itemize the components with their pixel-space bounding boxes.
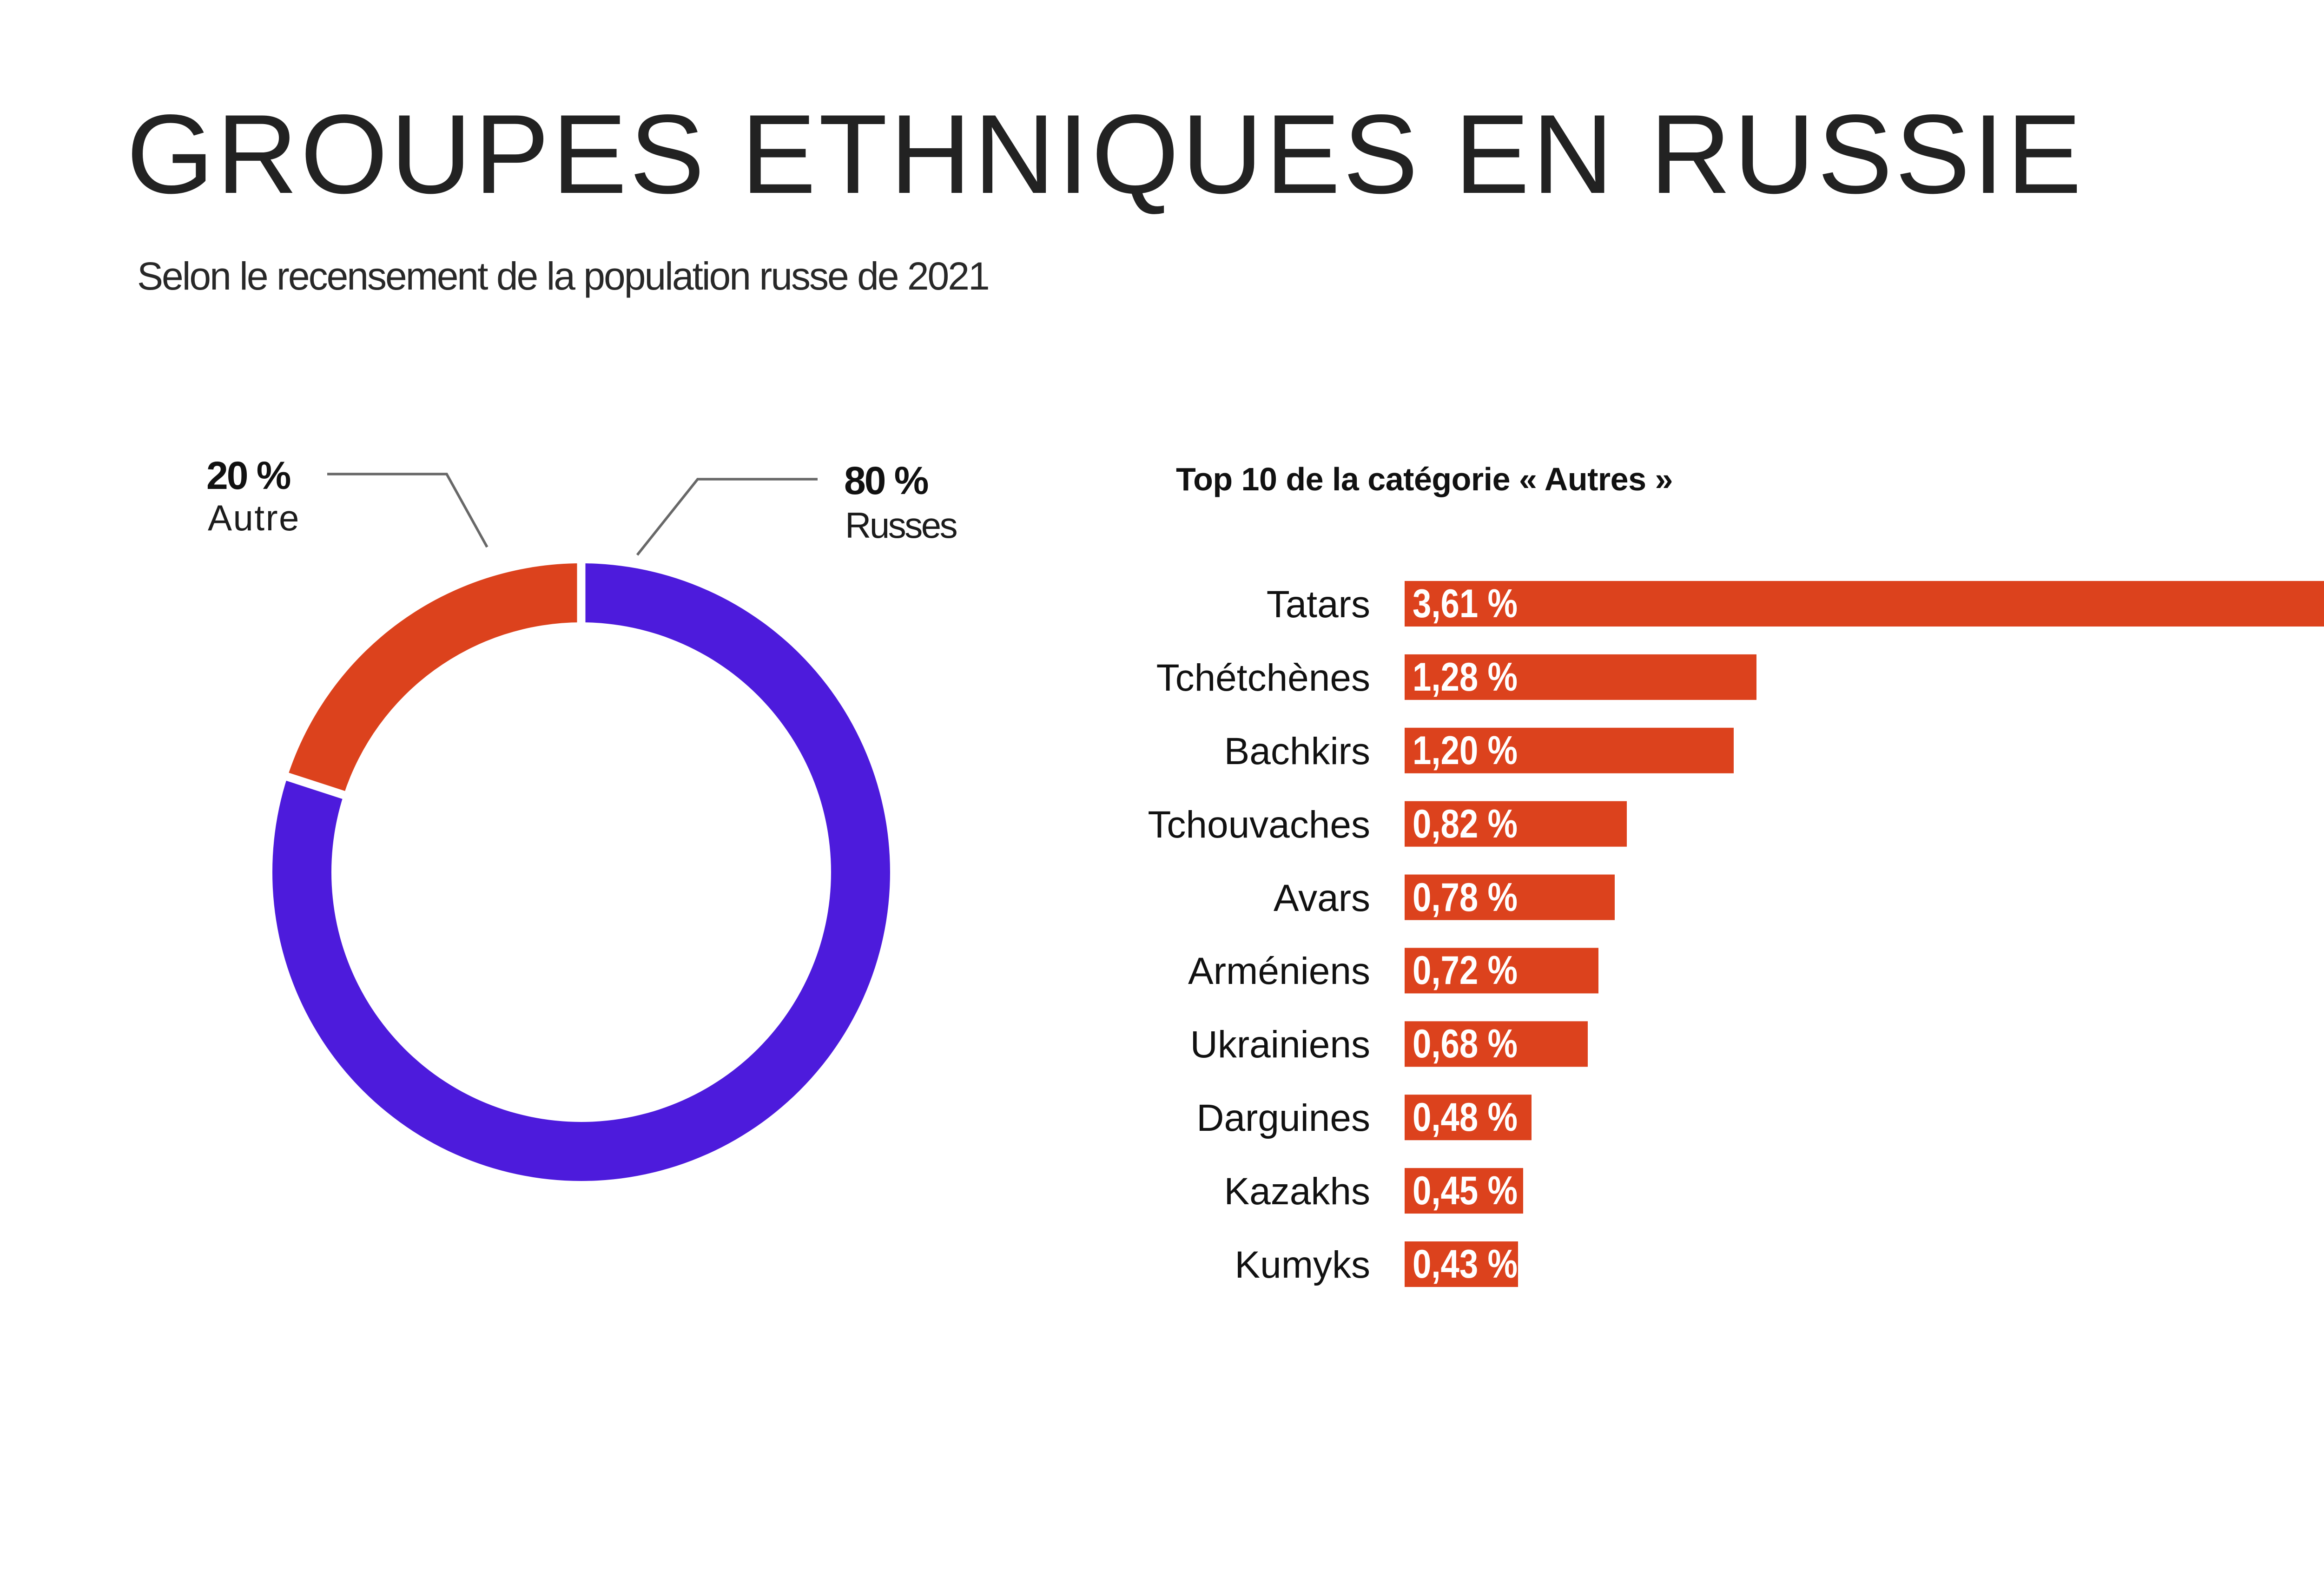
svg-text:0,82 %: 0,82 % [1413, 802, 1518, 846]
svg-text:3,61 %: 3,61 % [1413, 581, 1518, 626]
svg-text:0,72 %: 0,72 % [1413, 948, 1518, 993]
svg-text:1,28 %: 1,28 % [1413, 655, 1518, 699]
svg-text:Tchouvaches: Tchouvaches [1148, 804, 1370, 846]
svg-text:0,78 %: 0,78 % [1413, 875, 1518, 920]
svg-text:Autre: Autre [208, 497, 300, 538]
svg-text:20 %: 20 % [206, 454, 290, 497]
svg-text:0,48 %: 0,48 % [1413, 1095, 1518, 1140]
svg-text:Kumyks: Kumyks [1235, 1244, 1370, 1286]
svg-text:Ukrainiens: Ukrainiens [1190, 1023, 1370, 1066]
svg-text:Selon le recensement de la pop: Selon le recensement de la population ru… [137, 254, 989, 298]
svg-text:Kazakhs: Kazakhs [1224, 1170, 1370, 1213]
svg-text:0,68 %: 0,68 % [1413, 1022, 1518, 1066]
svg-text:0,43 %: 0,43 % [1413, 1242, 1518, 1287]
svg-text:1,20 %: 1,20 % [1413, 728, 1518, 773]
svg-text:Tatars: Tatars [1267, 583, 1370, 626]
svg-text:Arméniens: Arméniens [1188, 950, 1370, 992]
svg-text:80 %: 80 % [844, 459, 928, 502]
svg-text:Darguines: Darguines [1196, 1097, 1370, 1139]
svg-text:0,45 %: 0,45 % [1413, 1168, 1518, 1213]
svg-text:Top 10 de la catégorie « Autre: Top 10 de la catégorie « Autres » [1176, 461, 1673, 497]
svg-text:Bachkirs: Bachkirs [1224, 730, 1370, 772]
svg-text:Russes: Russes [845, 505, 957, 546]
svg-text:GROUPES ETHNIQUES EN RUSSIE: GROUPES ETHNIQUES EN RUSSIE [126, 92, 2084, 217]
svg-text:Tchétchènes: Tchétchènes [1156, 657, 1370, 699]
svg-text:Avars: Avars [1274, 877, 1370, 919]
